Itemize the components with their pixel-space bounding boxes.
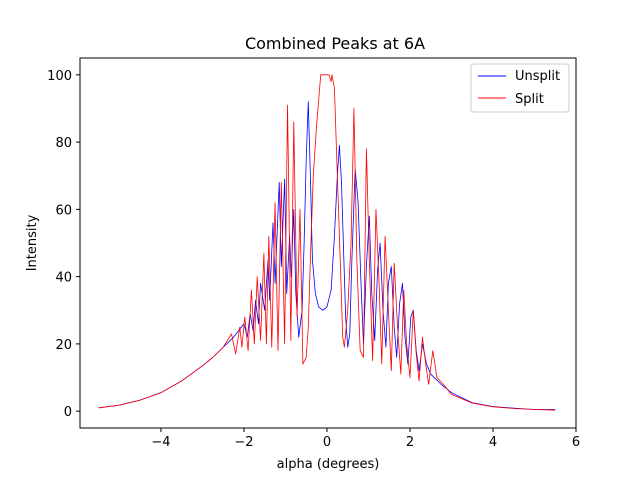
x-tick-label: −2 (234, 435, 253, 450)
y-axis-title: Intensity (25, 214, 40, 271)
plot-frame (79, 57, 577, 429)
legend-label-split: Split (515, 92, 544, 107)
y-tick-label: 0 (64, 405, 72, 420)
y-tick-label: 80 (55, 136, 72, 151)
chart-title: Combined Peaks at 6A (245, 34, 425, 53)
x-tick-label: 0 (323, 435, 331, 450)
series-layer (98, 74, 556, 411)
x-axis-title: alpha (degrees) (277, 457, 380, 472)
x-tick-label: −4 (151, 435, 170, 450)
y-axis-ticks: 0 20 40 60 80 100 (47, 69, 80, 420)
x-tick-label: 2 (406, 435, 414, 450)
x-tick-label: 4 (489, 435, 497, 450)
x-axis-ticks: −4 −2 0 2 4 6 (151, 428, 580, 450)
y-tick-label: 60 (55, 203, 72, 218)
series-line-unsplit (98, 101, 556, 410)
legend-label-unsplit: Unsplit (515, 69, 560, 84)
legend: Unsplit Split (470, 63, 570, 113)
series-line-split (98, 74, 556, 411)
y-tick-label: 40 (55, 271, 72, 286)
y-tick-label: 20 (55, 338, 72, 353)
x-tick-label: 6 (572, 435, 580, 450)
y-tick-label: 100 (47, 69, 72, 84)
